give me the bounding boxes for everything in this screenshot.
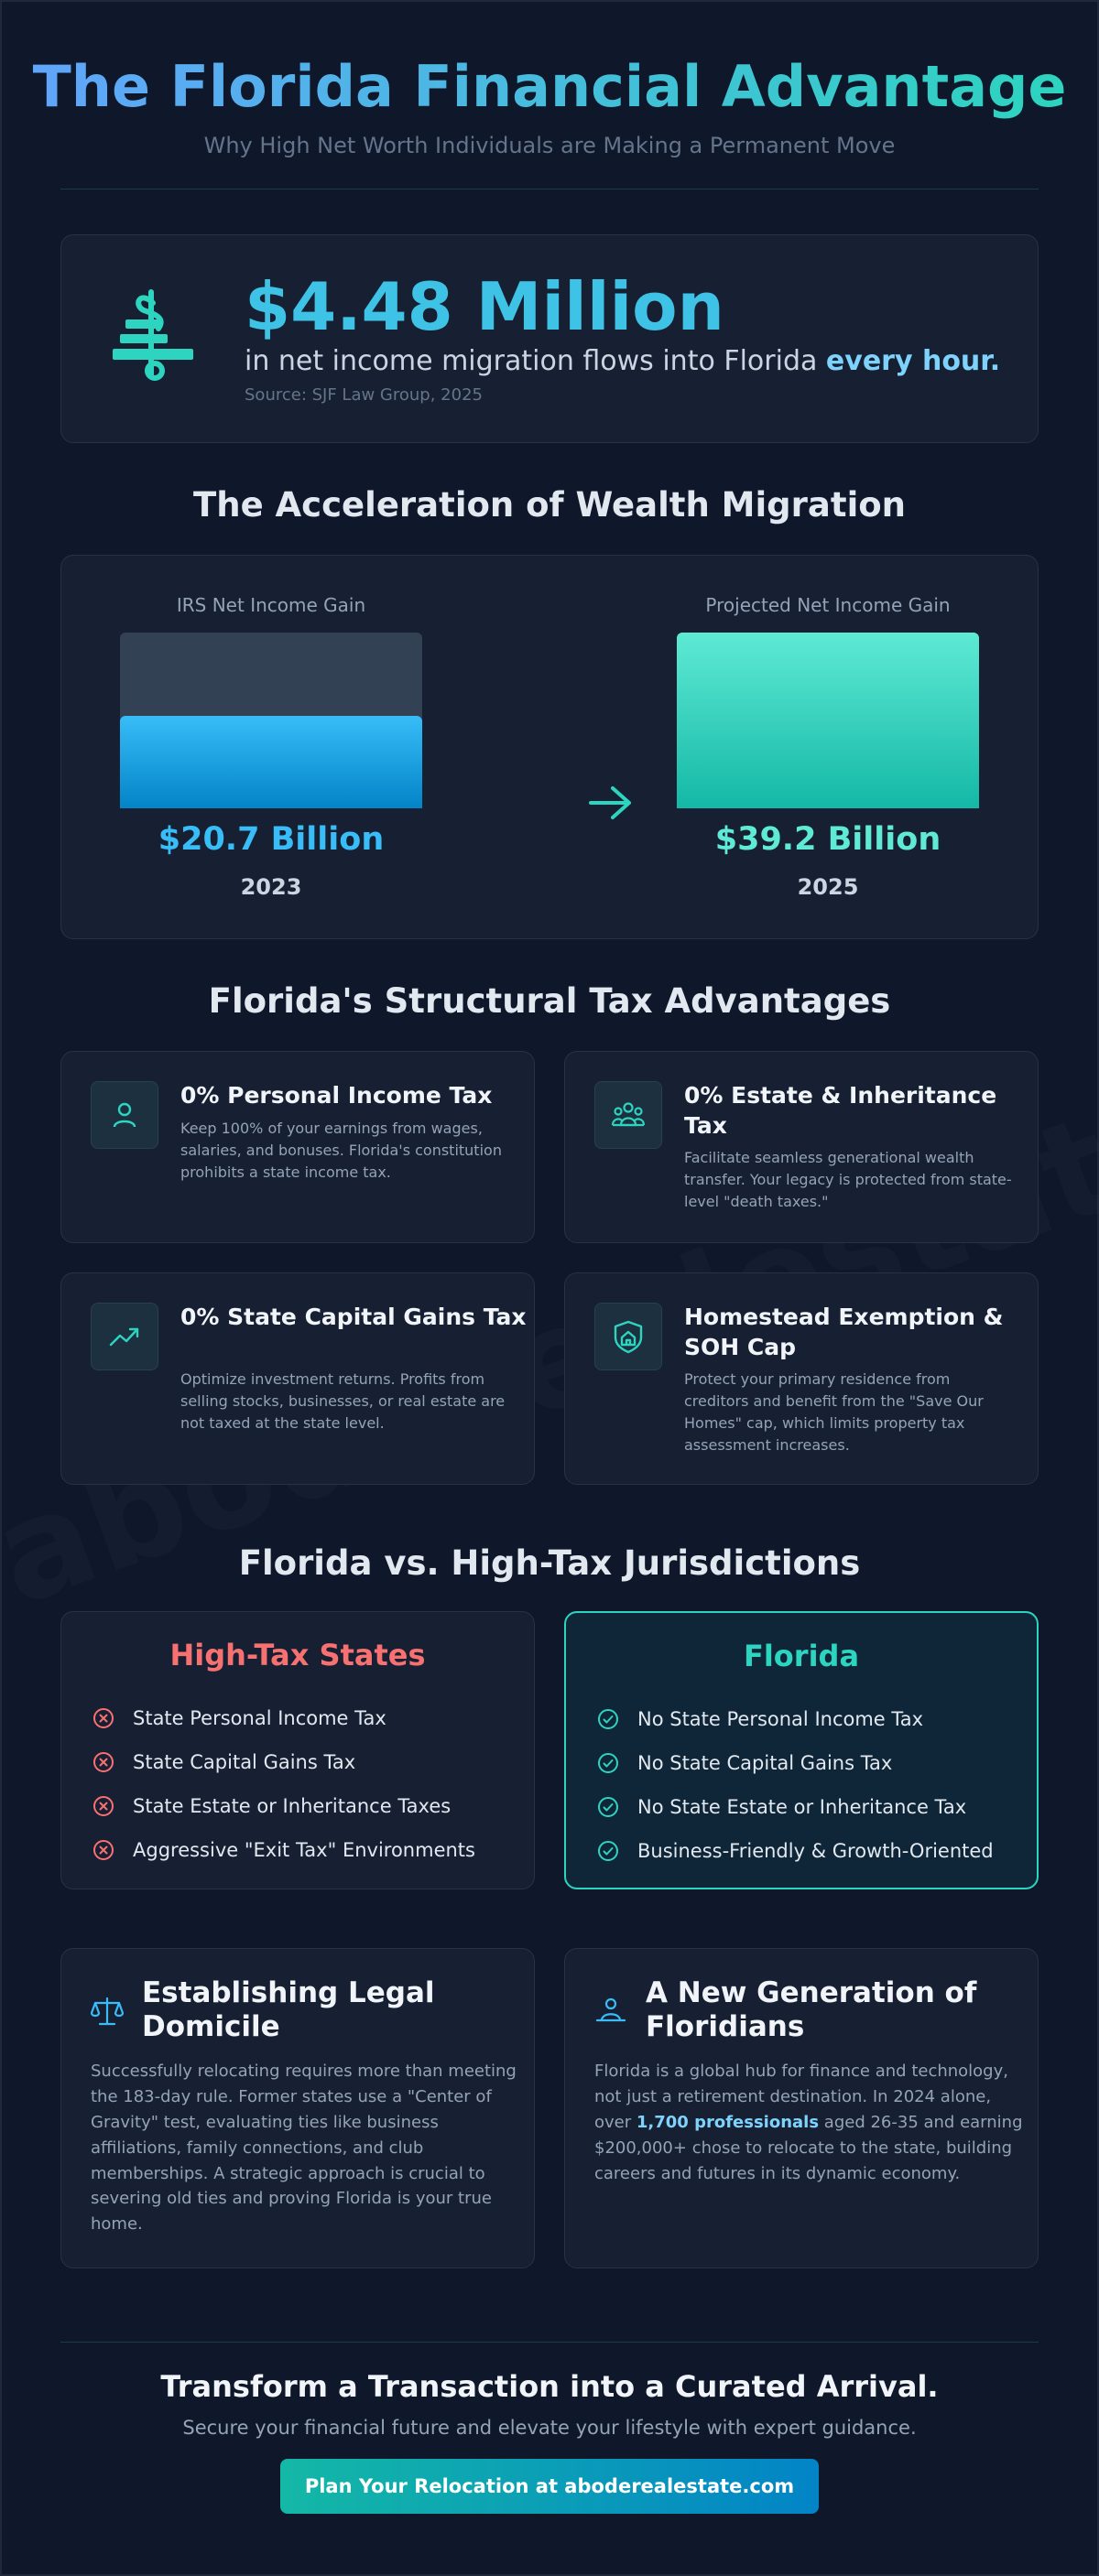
advantage-card-estate: 0% Estate & Inheritance Tax Facilitate s… — [564, 1051, 1039, 1243]
advantage-card-capital-gains: 0% State Capital Gains Tax Optimize inve… — [60, 1272, 535, 1485]
advantage-card-income: 0% Personal Income Tax Keep 100% of your… — [60, 1051, 535, 1243]
family-icon — [594, 1081, 662, 1149]
domicile-title: Establishing Legal Domicile — [142, 1976, 435, 2044]
stat-value: $4.48 Million — [245, 268, 724, 345]
cta-section: Transform a Transaction into a Curated A… — [0, 2369, 1099, 2439]
check-circle-icon — [598, 1753, 618, 1773]
generation-body: Florida is a global hub for finance and … — [594, 2059, 1023, 2186]
cta-subtitle: Secure your financial future and elevate… — [182, 2417, 917, 2439]
advantage-title: 0% Personal Income Tax — [180, 1082, 493, 1109]
advantage-title: 0% Estate & Inheritance Tax — [684, 1082, 997, 1139]
list-item-label: Aggressive "Exit Tax" Environments — [133, 1839, 475, 1861]
bar-label-2023: IRS Net Income Gain — [176, 594, 366, 616]
advantage-desc: Keep 100% of your earnings from wages, s… — [180, 1120, 502, 1181]
advantage-desc: Optimize investment returns. Profits fro… — [180, 1370, 506, 1432]
list-item-label: State Capital Gains Tax — [133, 1751, 356, 1773]
cta-title: Transform a Transaction into a Curated A… — [160, 2369, 939, 2404]
high-tax-card: High-Tax States State Personal Income Ta… — [60, 1611, 535, 1889]
x-circle-icon — [93, 1708, 114, 1728]
x-circle-icon — [93, 1796, 114, 1816]
list-item: No State Estate or Inheritance Tax — [597, 1785, 994, 1829]
advantages-title: Florida's Structural Tax Advantages — [208, 981, 891, 1021]
stat-source: Source: SJF Law Group, 2025 — [245, 385, 483, 405]
list-item-label: No State Capital Gains Tax — [637, 1752, 893, 1774]
list-item: No State Capital Gains Tax — [597, 1741, 994, 1785]
list-item: State Estate or Inheritance Taxes — [92, 1784, 475, 1828]
list-item-label: No State Personal Income Tax — [637, 1708, 924, 1730]
x-circle-icon — [93, 1752, 114, 1772]
list-item-label: State Personal Income Tax — [133, 1707, 386, 1729]
stat-card: $4.48 Million in net income migration fl… — [60, 234, 1039, 443]
florida-list: No State Personal Income Tax No State Ca… — [597, 1697, 994, 1873]
list-item-label: No State Estate or Inheritance Tax — [637, 1796, 967, 1818]
bar-year-2023: 2023 — [240, 874, 302, 900]
x-circle-icon — [93, 1840, 114, 1860]
check-circle-icon — [598, 1797, 618, 1817]
advantage-desc: Facilitate seamless generational wealth … — [684, 1149, 1012, 1210]
trending-up-icon — [91, 1303, 158, 1370]
page-header: The Florida Financial Advantage Why High… — [0, 53, 1099, 158]
domicile-card: Establishing Legal Domicile Successfully… — [60, 1948, 535, 2268]
divider — [60, 2342, 1039, 2343]
high-tax-title: High-Tax States — [169, 1638, 426, 1672]
user-group-icon — [595, 1997, 626, 2022]
list-item: Business-Friendly & Growth-Oriented — [597, 1829, 994, 1873]
list-item: Aggressive "Exit Tax" Environments — [92, 1828, 475, 1872]
bar-year-2025: 2025 — [797, 874, 859, 900]
generation-title: A New Generation of Floridians — [646, 1976, 977, 2044]
florida-card: Florida No State Personal Income Tax No … — [564, 1611, 1039, 1889]
list-item-label: State Estate or Inheritance Taxes — [133, 1795, 452, 1817]
list-item: State Capital Gains Tax — [92, 1740, 475, 1784]
scales-icon — [91, 1997, 124, 2026]
generation-card: A New Generation of Floridians Florida i… — [564, 1948, 1039, 2268]
stat-emphasis: every hour. — [825, 345, 1001, 377]
advantage-title: 0% State Capital Gains Tax — [180, 1304, 527, 1330]
bar-label-2025: Projected Net Income Gain — [705, 594, 951, 616]
generation-emphasis: 1,700 professionals — [636, 2112, 820, 2132]
bar-2023 — [120, 716, 422, 808]
comparison-title: Florida vs. High-Tax Jurisdictions — [238, 1543, 861, 1583]
migration-card: IRS Net Income Gain $20.7 Billion 2023 P… — [60, 555, 1039, 939]
generation-text: Florida is a global hub for finance and … — [594, 2062, 1008, 2132]
migration-title: The Acceleration of Wealth Migration — [192, 485, 907, 525]
list-item: State Personal Income Tax — [92, 1696, 475, 1740]
list-item: No State Personal Income Tax — [597, 1697, 994, 1741]
list-item-label: Business-Friendly & Growth-Oriented — [637, 1840, 994, 1862]
stat-description: in net income migration flows into Flori… — [245, 345, 1000, 377]
finance-building-icon — [113, 289, 193, 381]
person-icon — [91, 1081, 158, 1149]
plan-relocation-button[interactable]: Plan Your Relocation at aboderealestate.… — [280, 2459, 819, 2514]
page-title: The Florida Financial Advantage — [32, 53, 1067, 120]
bar-2025 — [677, 633, 979, 808]
bar-value-2025: $39.2 Billion — [714, 821, 941, 858]
bar-value-2023: $20.7 Billion — [158, 821, 385, 858]
arrow-right-icon — [589, 786, 631, 819]
advantage-desc: Protect your primary residence from cred… — [684, 1370, 984, 1454]
home-shield-icon — [594, 1303, 662, 1370]
domicile-body: Successfully relocating requires more th… — [91, 2062, 517, 2235]
generation-text: aged 26-35 and earning $200,000+ chose t… — [594, 2112, 1023, 2183]
page-subtitle: Why High Net Worth Individuals are Makin… — [203, 133, 896, 158]
advantage-card-homestead: Homestead Exemption & SOH Cap Protect yo… — [564, 1272, 1039, 1485]
stat-text: in net income migration flows into Flori… — [245, 345, 826, 377]
check-circle-icon — [598, 1841, 618, 1861]
florida-title: Florida — [743, 1639, 860, 1673]
advantage-title: Homestead Exemption & SOH Cap — [684, 1304, 1004, 1360]
check-circle-icon — [598, 1709, 618, 1729]
high-tax-list: State Personal Income Tax State Capital … — [92, 1696, 475, 1872]
